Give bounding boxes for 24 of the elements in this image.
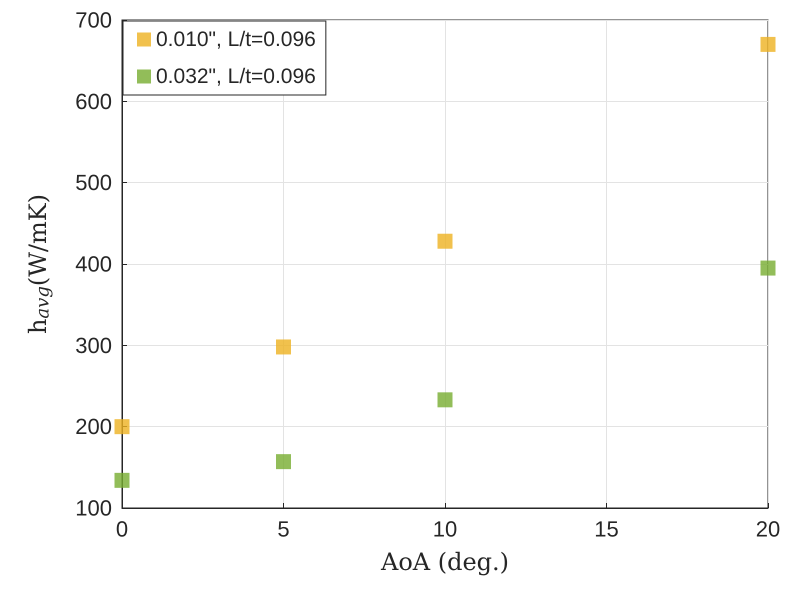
point bbox=[438, 392, 452, 408]
point bbox=[438, 234, 452, 249]
x-tick-label: 5 bbox=[277, 516, 290, 542]
y-tick-label: 600 bbox=[75, 88, 112, 114]
point bbox=[760, 36, 776, 52]
x-tick-label: 10 bbox=[432, 516, 458, 542]
y-tick-label: 200 bbox=[75, 414, 112, 440]
point bbox=[276, 339, 291, 354]
x-tick-label: 15 bbox=[594, 516, 619, 542]
point bbox=[760, 260, 776, 276]
y-tick-label: 700 bbox=[75, 8, 112, 32]
y-tick-label: 300 bbox=[75, 332, 112, 358]
point bbox=[276, 454, 291, 470]
x-axis-title: AoA (deg.) bbox=[380, 548, 510, 576]
y-tick-label: 500 bbox=[75, 170, 112, 196]
y-axis-title: havg(W/mK) bbox=[24, 194, 54, 334]
point bbox=[114, 419, 130, 434]
legend-label: 0.032", L/t=0.096 bbox=[156, 65, 316, 88]
x-tick-label: 20 bbox=[756, 516, 780, 542]
x-tick-label: 0 bbox=[116, 516, 128, 542]
y-tick-label: 100 bbox=[75, 496, 112, 520]
y-tick-label: 400 bbox=[75, 252, 112, 276]
legend-label: 0.010", L/t=0.096 bbox=[156, 28, 316, 51]
point bbox=[114, 472, 130, 488]
